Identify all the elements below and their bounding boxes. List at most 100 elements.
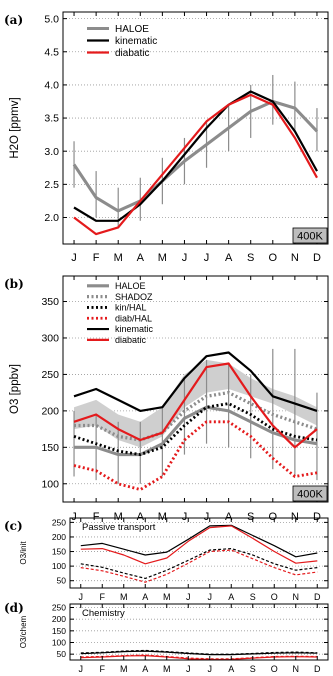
x-category-label: M — [163, 592, 171, 602]
panel-a: (a) 2.0 2.5 3.0 3.5 4.0 4.5 5.0 J F M A M J J A S O N D H2O … — [4, 11, 329, 264]
legend-entry: kinematic — [115, 36, 157, 47]
panel-c: (c) 50 100 150 200 250 J F M A M J J A S O N D O3/init Pass… — [4, 517, 329, 602]
level-badge-text: 400K — [297, 489, 323, 501]
x-category-label: N — [291, 252, 299, 264]
series-line-line-0 — [80, 524, 318, 558]
x-category-label: J — [204, 511, 210, 523]
x-category-label: N — [293, 592, 300, 602]
x-category-label: D — [314, 664, 321, 674]
x-category-label: D — [313, 511, 321, 523]
legend-entry: diabatic — [115, 335, 147, 345]
x-category-label: J — [79, 592, 84, 602]
y-tick-label: 150 — [52, 626, 66, 636]
plot-frame — [69, 603, 329, 661]
series-line-diab-hal — [73, 420, 318, 492]
series-line-haloe — [74, 405, 318, 457]
panel-inner-title: Passive transport — [82, 522, 156, 533]
y-tick-label: 100 — [52, 561, 66, 571]
x-category-label: J — [204, 252, 210, 264]
x-category-label: M — [120, 664, 128, 674]
x-category-label: N — [291, 511, 299, 523]
series-line-line-2 — [80, 649, 318, 655]
panel-letter: (c) — [4, 519, 23, 533]
y-tick-label: 4.0 — [44, 80, 59, 92]
y-tick-label: 100 — [41, 478, 59, 490]
x-category-label: O — [271, 592, 278, 602]
plot-frame — [62, 275, 329, 503]
y-tick-label: 3.0 — [44, 146, 59, 158]
y-tick-label: 200 — [52, 532, 66, 542]
level-badge — [292, 227, 328, 244]
x-category-label: A — [225, 252, 233, 264]
y-tick-label: 150 — [41, 442, 59, 454]
level-badge-text: 400K — [297, 231, 323, 243]
series-line-kinematic — [73, 351, 318, 412]
y-tick-label: 4.5 — [44, 46, 59, 58]
y-tick-label: 50 — [57, 576, 67, 586]
x-category-label: S — [250, 592, 256, 602]
x-category-label: A — [142, 664, 148, 674]
x-category-label: F — [100, 664, 106, 674]
y-tick-label: 50 — [57, 649, 67, 659]
y-tick-label: 300 — [41, 333, 59, 345]
level-badge — [292, 485, 328, 502]
plot-frame — [62, 11, 329, 245]
y-axis-label: H2O [ppmv] — [9, 97, 21, 158]
x-category-label: O — [269, 252, 278, 264]
x-category-label: J — [182, 511, 188, 523]
legend-entry: kin/HAL — [115, 303, 147, 313]
x-category-label: J — [182, 252, 188, 264]
series-line-line-0 — [80, 650, 318, 656]
series-line-kinematic — [73, 90, 318, 222]
panel-letter: (a) — [4, 13, 23, 27]
legend-entry: SHADOZ — [115, 292, 153, 302]
y-tick-label: 200 — [52, 614, 66, 624]
y-tick-label: 350 — [41, 296, 59, 308]
x-category-label: M — [158, 252, 167, 264]
series-line-diabatic — [73, 93, 318, 236]
x-category-label: J — [186, 664, 191, 674]
x-category-label: S — [247, 511, 254, 523]
panel-letter: (d) — [4, 601, 24, 615]
x-category-label: A — [137, 511, 145, 523]
x-category-label: F — [93, 511, 100, 523]
series-line-haloe — [72, 99, 319, 213]
x-category-label: A — [137, 252, 145, 264]
x-category-label: M — [114, 252, 123, 264]
y-tick-label: 250 — [52, 602, 66, 612]
y-tick-label: 150 — [52, 547, 66, 557]
plot-frame — [69, 517, 329, 589]
x-category-label: S — [247, 252, 254, 264]
legend-entry: diabatic — [115, 48, 149, 59]
panel-b: (b) 100 150 200 250 300 350 J F M A M J J A S O N D O3 [ppb… — [4, 275, 329, 523]
shaded-band — [74, 359, 317, 448]
series-line-line-3 — [80, 654, 318, 660]
x-category-label: J — [208, 664, 213, 674]
x-category-label: D — [313, 252, 321, 264]
x-category-label: A — [228, 592, 234, 602]
x-category-label: S — [250, 664, 256, 674]
x-category-label: D — [314, 592, 321, 602]
y-tick-label: 100 — [52, 637, 66, 647]
x-category-label: J — [208, 592, 213, 602]
x-category-label: J — [71, 252, 77, 264]
series-line-shadoz — [74, 390, 318, 442]
y-tick-label: 3.5 — [44, 113, 59, 125]
x-category-label: J — [186, 592, 191, 602]
legend-entry: kinematic — [115, 324, 154, 334]
series-line-diabatic — [73, 362, 318, 449]
x-category-label: O — [271, 664, 278, 674]
x-category-label: F — [100, 592, 106, 602]
y-tick-label: 5.0 — [44, 13, 59, 25]
y-axis-label: O3/chem — [19, 615, 28, 648]
x-category-label: J — [71, 511, 77, 523]
y-tick-label: 250 — [41, 369, 59, 381]
y-tick-label: 200 — [41, 406, 59, 418]
y-tick-label: 250 — [52, 517, 66, 527]
y-axis-label: O3 [ppbv] — [9, 364, 21, 414]
x-category-label: M — [158, 511, 167, 523]
x-category-label: M — [120, 592, 128, 602]
